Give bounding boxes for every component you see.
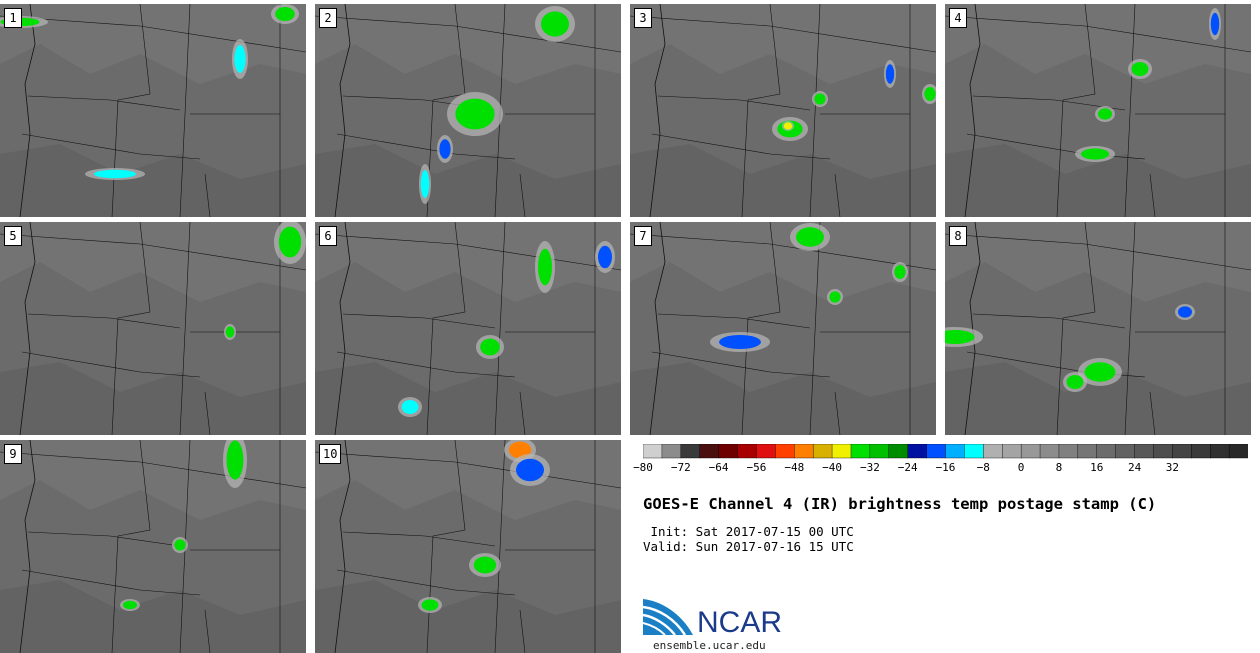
panel-number: 1 [4,8,22,28]
colorbar-tick-label: 24 [1127,461,1142,474]
colorbar-swatch [831,444,852,459]
panel-map [0,4,306,217]
colorbar-swatch [1096,444,1117,459]
panel-map [315,440,621,653]
colorbar-swatch [812,444,833,459]
colorbar-swatch [1172,444,1192,459]
colorbar-swatch [1134,444,1154,459]
colorbar-swatch [926,444,946,459]
colorbar-tick-label: −32 [859,461,880,474]
valid-time: Valid: Sun 2017-07-16 15 UTC [643,539,854,554]
colorbar-tick-label: −48 [784,461,805,474]
colorbar-swatch [964,444,984,459]
colorbar-swatch [756,444,776,459]
colorbar-swatch [699,444,720,459]
panel-map [630,222,936,435]
colorbar-swatch [1058,444,1079,459]
site-url: ensemble.ucar.edu [653,639,766,652]
panel-number: 9 [4,444,22,464]
colorbar-tick-label: −56 [746,461,767,474]
colorbar-tick-label: −8 [976,461,990,474]
satellite-panel-3: 3 [630,4,936,217]
panel-map [315,222,621,435]
colorbar-swatch [907,444,928,459]
panel-map [945,222,1251,435]
colorbar-swatch [1209,444,1230,459]
panel-number: 7 [634,226,652,246]
colorbar-tick-label: −64 [708,461,729,474]
colorbar-tick-label: −24 [897,461,918,474]
colorbar-tick-label: −72 [670,461,691,474]
panel-number: 8 [949,226,967,246]
ncar-logo-text: NCAR [697,606,783,639]
colorbar-swatch [680,444,701,459]
colorbar-tick-label: 8 [1055,461,1063,474]
satellite-panel-1: 1 [0,4,306,217]
colorbar-swatch [888,444,909,459]
colorbar-swatch [661,444,682,459]
satellite-panel-7: 7 [630,222,936,435]
colorbar-tick-label: 32 [1165,461,1180,474]
colorbar-tick-label: −16 [935,461,956,474]
colorbar-swatch [643,444,663,459]
init-time: Init: Sat 2017-07-15 00 UTC [643,524,854,539]
satellite-panel-2: 2 [315,4,621,217]
panel-number: 4 [949,8,967,28]
colorbar-tick-label: −40 [822,461,843,474]
panel-map [630,4,936,217]
colorbar-swatch [1191,444,1211,459]
satellite-panel-5: 5 [0,222,306,435]
colorbar-swatch [983,444,1003,459]
panel-map [315,4,621,217]
panel-map [0,222,306,435]
satellite-panel-9: 9 [0,440,306,653]
colorbar-tick-label: −80 [633,461,653,474]
colorbar-tick-label: 16 [1090,461,1104,474]
colorbar-swatch [850,444,871,459]
panel-number: 5 [4,226,22,246]
ncar-logo-icon [643,599,693,636]
panel-number: 2 [319,8,337,28]
satellite-panel-8: 8 [945,222,1251,435]
colorbar-tick-label: 0 [1017,461,1025,474]
colorbar-swatch [1002,444,1022,459]
figure-title: GOES-E Channel 4 (IR) brightness temp po… [643,495,1157,513]
satellite-panel-10: 10 [315,440,621,653]
colorbar-swatch [794,444,814,459]
colorbar-swatch [945,444,965,459]
colorbar-swatch [1020,444,1041,459]
colorbar [643,444,1248,459]
panel-number: 10 [319,444,342,464]
colorbar-swatch [1228,444,1248,459]
panel-map [0,440,306,653]
colorbar-swatch [1039,444,1060,459]
colorbar-swatch [1077,444,1098,459]
panel-number: 6 [319,226,337,246]
colorbar-swatch [775,444,795,459]
panel-number: 3 [634,8,652,28]
colorbar-swatch [1153,444,1173,459]
colorbar-swatch [718,444,739,459]
satellite-panel-6: 6 [315,222,621,435]
panel-map [945,4,1251,217]
colorbar-swatch [869,444,890,459]
satellite-panel-4: 4 [945,4,1251,217]
colorbar-swatch [737,444,757,459]
colorbar-swatch [1115,444,1136,459]
